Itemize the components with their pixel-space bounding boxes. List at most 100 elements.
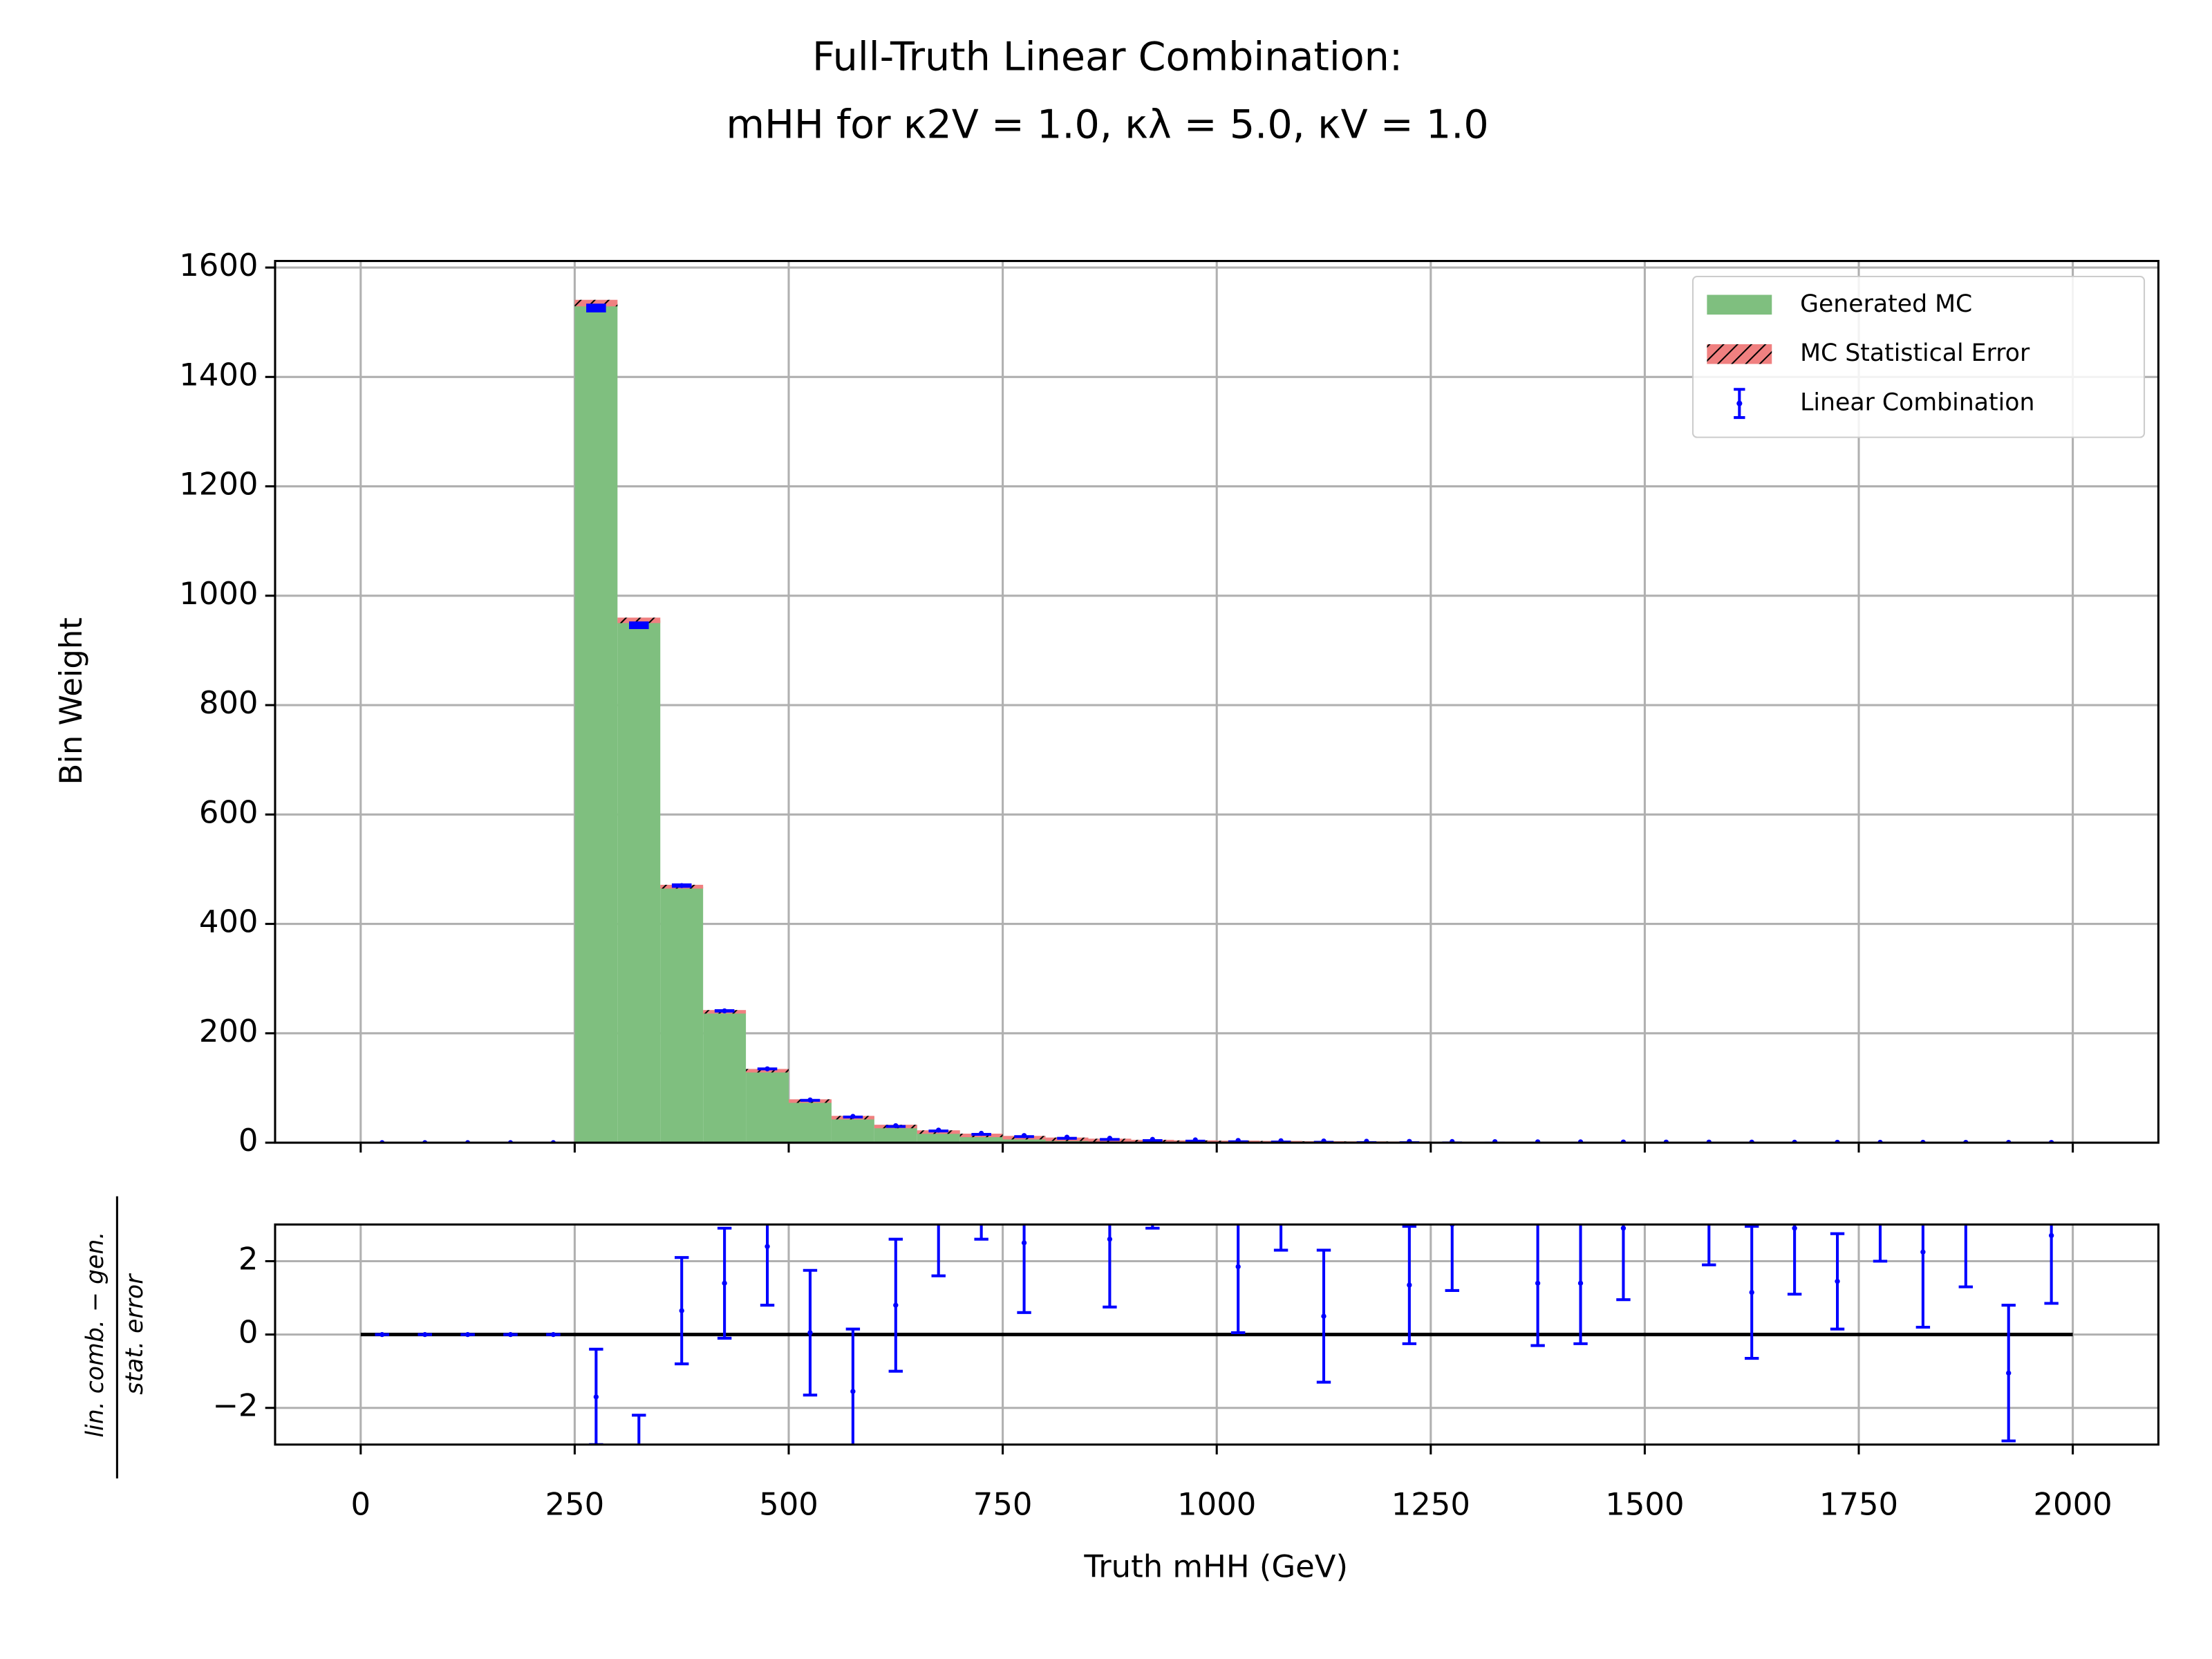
legend-swatch [1707, 294, 1772, 315]
point [593, 1394, 599, 1400]
error-bar [586, 303, 606, 312]
ratio-y-title-denominator: stat. error [121, 1273, 149, 1395]
point [1835, 1279, 1840, 1284]
y-tick-label: 400 [199, 903, 259, 940]
error-bar [931, 1208, 946, 1277]
y-tick-label: 200 [199, 1013, 259, 1049]
y-tick-label: 1200 [179, 466, 258, 503]
stat-error-band [617, 617, 661, 624]
point [422, 1331, 428, 1338]
x-tick-label: 1500 [1605, 1486, 1684, 1523]
legend-swatch [1707, 344, 1772, 364]
error-bar [628, 621, 649, 630]
error-bar [888, 1237, 903, 1373]
point [1920, 1249, 1926, 1255]
error-bar [589, 1347, 603, 1445]
stat-error-band [574, 299, 618, 307]
chart-title: Full-Truth Linear Combination: [812, 34, 1403, 79]
point [1321, 1313, 1327, 1319]
x-tick-label: 1000 [1177, 1486, 1256, 1523]
point [593, 305, 599, 311]
point [2006, 1370, 2012, 1376]
axes-frame [274, 1223, 2159, 1446]
error-bar [1100, 1136, 1120, 1141]
point [379, 1331, 385, 1338]
point [807, 1330, 813, 1335]
histogram-bar [574, 303, 618, 1143]
point [550, 1331, 556, 1338]
x-tick-label: 2000 [2033, 1486, 2112, 1523]
point [1278, 1138, 1284, 1143]
y-tick-label: 0 [238, 1122, 259, 1159]
error-bar [1616, 1224, 1631, 1302]
point [1150, 1136, 1155, 1142]
error-bar [2044, 1224, 2059, 1305]
y-tick-label: −2 [212, 1387, 258, 1424]
point [1021, 1240, 1027, 1246]
point [978, 1130, 984, 1136]
error-bar [1659, 1060, 1673, 1206]
legend: Generated MC MC Statistical Error Linear C… [1691, 275, 2146, 438]
error-bar [717, 1226, 732, 1340]
point [936, 1127, 941, 1133]
point [2048, 1232, 2054, 1239]
error-bar [928, 1127, 949, 1133]
error-bar [1316, 1248, 1331, 1384]
error-bar [1958, 1224, 1974, 1288]
error-bar [2001, 1304, 2016, 1443]
point [722, 1280, 727, 1286]
point [1192, 1137, 1198, 1143]
error-bar [1787, 1224, 1802, 1296]
legend-swatch [1736, 400, 1743, 406]
error-bar [1573, 1224, 1588, 1345]
y-tick-label: 1400 [179, 356, 258, 393]
point [893, 1123, 899, 1129]
legend-label: MC Statistical Error [1800, 339, 2030, 367]
point [1278, 1203, 1283, 1208]
error-bar [1702, 1224, 1716, 1266]
error-bar [671, 883, 692, 888]
point [1235, 1264, 1241, 1270]
error-bar [1145, 1224, 1160, 1230]
error-bar [1057, 1134, 1077, 1140]
error-bar [1530, 1224, 1545, 1347]
point [1792, 1226, 1797, 1231]
histogram-bar [617, 620, 661, 1143]
point [679, 883, 684, 888]
error-bar [1402, 1225, 1417, 1345]
point [679, 1308, 684, 1313]
histogram-bar [831, 1116, 874, 1143]
point [1235, 1138, 1241, 1143]
point [1107, 1136, 1113, 1141]
error-bar [757, 1066, 778, 1071]
error-bar [1915, 1224, 1931, 1329]
error-bar [1745, 1225, 1759, 1360]
point [1877, 1192, 1882, 1197]
point [1492, 1130, 1497, 1135]
error-bar [632, 1414, 646, 1445]
ratio-y-title-numerator: lin. comb. − gen. [82, 1232, 109, 1438]
error-bar [803, 1268, 818, 1397]
error-bar [1143, 1136, 1163, 1143]
y-tick-label: 0 [238, 1314, 259, 1351]
point [936, 1208, 941, 1212]
point [1577, 1280, 1584, 1286]
histogram-bar [660, 886, 704, 1143]
error-bar [1103, 1224, 1117, 1309]
error-bar [974, 1224, 988, 1241]
error-bar [1185, 1137, 1206, 1143]
x-tick-label: 500 [759, 1486, 818, 1523]
y-axis-title: Bin Weight [53, 617, 89, 785]
error-bar [418, 1331, 432, 1338]
error-bar [1014, 1133, 1034, 1138]
y-tick-label: 1600 [179, 247, 258, 283]
x-tick-label: 1750 [1819, 1486, 1898, 1523]
error-bar [1228, 1138, 1248, 1143]
x-tick-label: 1250 [1391, 1486, 1470, 1523]
error-bar [1060, 1060, 1074, 1206]
x-tick-label: 750 [973, 1486, 1033, 1523]
error-bar [714, 1008, 735, 1014]
error-bar [1830, 1232, 1845, 1331]
point [1193, 1112, 1198, 1117]
point [1107, 1236, 1113, 1242]
